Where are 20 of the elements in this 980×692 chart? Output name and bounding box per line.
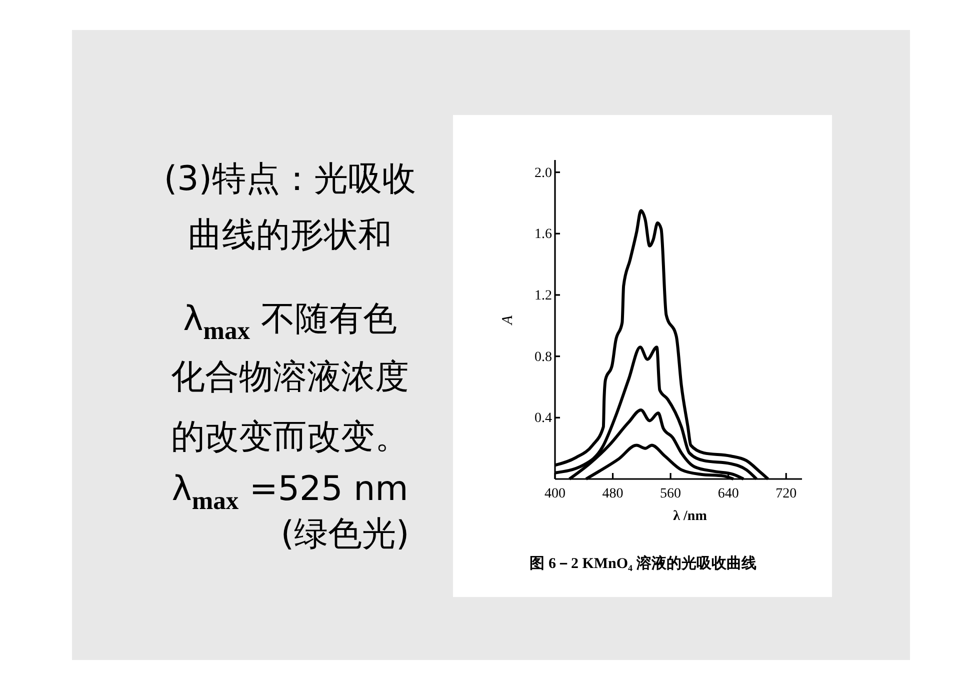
text: (绿色光): [280, 514, 410, 554]
y-tick-label: 0.4: [534, 411, 552, 426]
x-tick-label: 720: [776, 486, 797, 502]
text: 的改变而改变。: [171, 417, 409, 457]
y-tick-label: 0.8: [534, 350, 552, 365]
x-tick-label: 400: [544, 486, 566, 502]
x-tick-label: 560: [660, 486, 682, 502]
text: (3)特点：光吸收: [164, 159, 416, 199]
x-tick-label: 480: [602, 486, 624, 502]
text: 图 6－2 KMnO₄ 溶液的光吸收曲线: [530, 554, 756, 572]
y-tick-label: 2.0: [534, 166, 552, 181]
y-tick-label: 1.6: [534, 227, 552, 242]
text: λ$_{max}$ =525 nm: [172, 469, 408, 516]
y-tick-label: 1.2: [534, 288, 552, 304]
text: 化合物溶液浓度: [171, 357, 409, 397]
text: 曲线的形状和: [188, 215, 392, 255]
text: λ$_{max}$ 不随有色: [183, 299, 397, 346]
x-tick-label: 640: [718, 486, 739, 502]
x-axis-title: λ /nm: [673, 509, 708, 524]
y-axis-title: A: [500, 314, 516, 326]
